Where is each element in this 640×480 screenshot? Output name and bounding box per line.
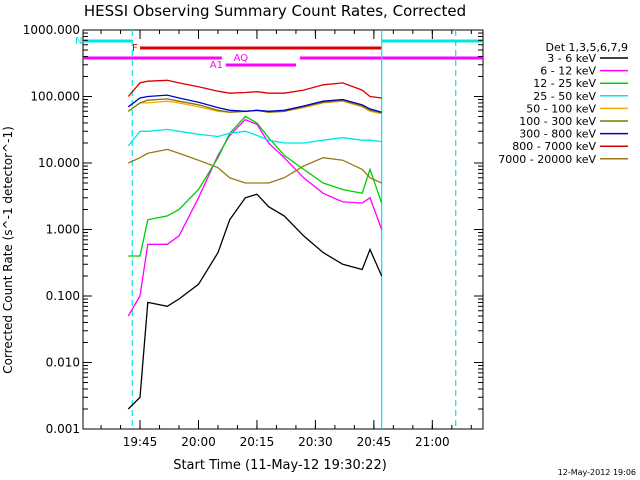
time-markers [131, 30, 457, 429]
chart-title: HESSI Observing Summary Count Rates, Cor… [84, 2, 466, 20]
series-line [128, 115, 383, 257]
x-tick-label: 21:00 [415, 435, 450, 449]
legend-title: Det 1,3,5,6,7,9 [545, 41, 628, 54]
flag-bars: N F AQ A1 [75, 36, 483, 71]
y-tick-label: 10.000 [38, 156, 80, 170]
legend-entry-label: 300 - 800 keV [519, 128, 596, 141]
generation-timestamp: 12-May-2012 19:06 [558, 468, 636, 477]
legend-entry-label: 7000 - 20000 keV [498, 153, 596, 166]
x-tick-label: 20:45 [357, 435, 392, 449]
legend-entry-label: 25 - 50 keV [533, 90, 596, 103]
series-line [127, 128, 382, 147]
plot-frame [82, 29, 484, 430]
series-line [127, 193, 383, 410]
series-lines [127, 79, 383, 410]
flag-label: N [75, 36, 82, 47]
y-tick-label: 1.000 [46, 223, 80, 237]
flag-label: AQ [234, 53, 249, 64]
y-tick-label: 1000.000 [23, 23, 80, 37]
legend-entry-label: 12 - 25 keV [533, 77, 596, 90]
legend-entry-label: 50 - 100 keV [526, 102, 596, 115]
x-axis-label: Start Time (11-May-12 19:30:22) [173, 458, 387, 473]
y-axis: 0.001 0.010 0.100 1.000 10.000 100.000 1000.00… [23, 23, 483, 436]
y-tick-label: 0.100 [46, 289, 80, 303]
y-tick-label: 100.000 [30, 90, 80, 104]
series-line [127, 79, 382, 99]
y-axis-label: Corrected Count Rate (s^-1 detector^-1) [1, 126, 15, 374]
legend-entry-label: 3 - 6 keV [547, 52, 596, 65]
series-line [128, 148, 382, 184]
x-tick-label: 20:15 [240, 435, 275, 449]
y-tick-label: 0.010 [46, 356, 80, 370]
x-axis: 19:45 20:00 20:15 20:30 20:45 21:00 [100, 30, 472, 449]
legend-entry-label: 6 - 12 keV [540, 65, 596, 78]
flag-label: A1 [210, 60, 223, 71]
flag-label: F [132, 43, 138, 54]
series-line [127, 118, 383, 317]
series-line [127, 94, 382, 113]
series-line [127, 100, 382, 115]
x-tick-label: 20:00 [181, 435, 216, 449]
x-tick-label: 20:30 [298, 435, 333, 449]
legend-entry-label: 100 - 300 keV [519, 115, 596, 128]
y-tick-label: 0.001 [46, 422, 80, 436]
legend-entry-label: 800 - 7000 keV [512, 140, 596, 153]
x-tick-label: 19:45 [123, 435, 158, 449]
